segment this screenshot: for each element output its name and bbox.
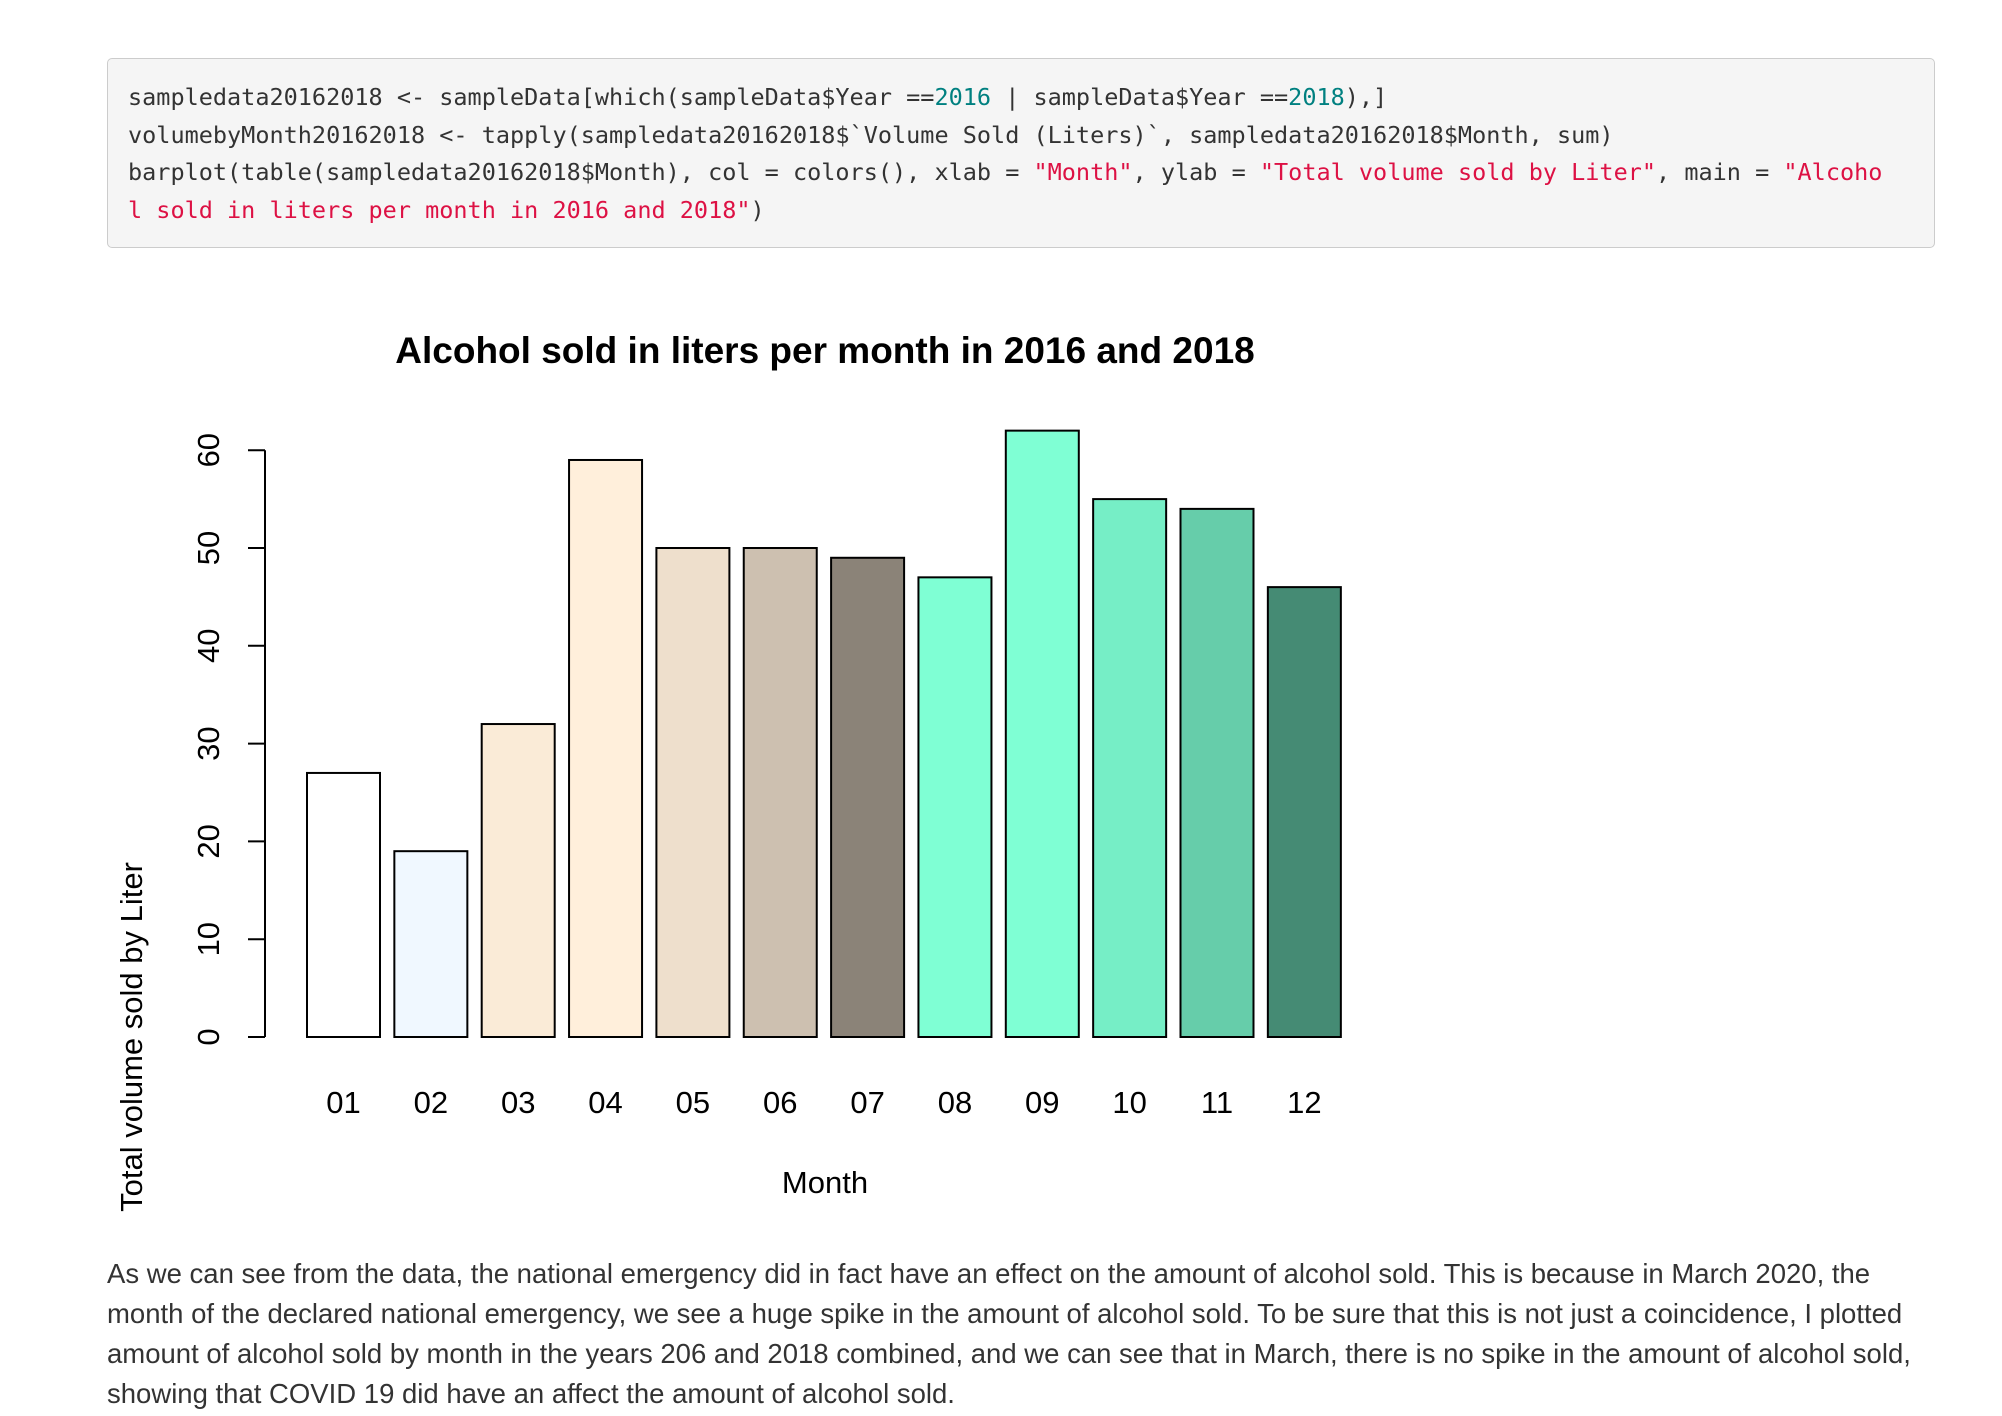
y-tick-label: 50	[191, 531, 226, 565]
x-tick-label: 05	[676, 1085, 710, 1120]
code-text: | sampleData$Year ==	[991, 83, 1289, 111]
code-text: barplot(table(sampledata20162018$Month),…	[128, 158, 1034, 186]
y-tick-label: 10	[191, 922, 226, 956]
x-tick-label: 07	[850, 1085, 884, 1120]
code-text: )	[750, 195, 765, 224]
x-tick-label: 01	[326, 1085, 360, 1120]
code-number: 2016	[934, 83, 992, 111]
x-tick-label: 08	[938, 1085, 972, 1120]
code-string: l sold in liters per month in 2016 and 2…	[128, 195, 751, 224]
x-tick-labels: 01 02 03 04 05 06 07 08 09 10 11 12	[326, 1085, 1321, 1120]
x-tick-label: 04	[588, 1085, 622, 1120]
code-string: "Total volume sold by Liter"	[1259, 158, 1657, 186]
x-tick-label: 11	[1201, 1085, 1233, 1120]
x-axis-label: Month	[782, 1165, 868, 1200]
y-tick-label: 40	[191, 629, 226, 663]
code-string: "Alcoho	[1783, 158, 1883, 186]
code-text: , main =	[1656, 158, 1784, 186]
body-paragraph: As we can see from the data, the nationa…	[107, 1258, 1911, 1409]
x-tick-label: 03	[501, 1085, 535, 1120]
code-line-1: sampledata20162018 <- sampleData[which(s…	[128, 79, 1914, 117]
y-axis: 0 10 20 30 40 50 60	[191, 433, 266, 1046]
bar-chart: Alcohol sold in liters per month in 2016…	[114, 330, 1342, 1212]
x-tick-label: 02	[414, 1085, 448, 1120]
y-tick-label: 60	[191, 433, 226, 467]
bar-11	[1179, 507, 1255, 1038]
code-line-2: volumebyMonth20162018 <- tapply(sampleda…	[128, 117, 1914, 155]
bar-02	[393, 850, 469, 1038]
bar-06	[742, 547, 818, 1038]
y-tick-label: 30	[191, 726, 226, 760]
code-line-4: l sold in liters per month in 2016 and 2…	[128, 192, 1914, 230]
x-tick-label: 09	[1025, 1085, 1059, 1120]
y-tick-label: 20	[191, 824, 226, 858]
bar-08	[917, 576, 993, 1038]
code-number: 2018	[1288, 83, 1345, 111]
y-axis-label: Total volume sold by Liter	[114, 862, 149, 1212]
x-tick-label: 12	[1287, 1085, 1321, 1120]
code-line-3: barplot(table(sampledata20162018$Month),…	[128, 154, 1914, 192]
code-block: sampledata20162018 <- sampleData[which(s…	[107, 58, 1935, 248]
code-string: "Month"	[1033, 158, 1133, 186]
code-text: sampledata20162018 <- sampleData[which(s…	[128, 83, 935, 111]
x-tick-label: 06	[763, 1085, 797, 1120]
bar-05	[655, 547, 731, 1038]
bar-12	[1266, 586, 1342, 1038]
bar-04	[568, 458, 644, 1039]
chart-title: Alcohol sold in liters per month in 2016…	[395, 330, 1254, 371]
bar-07	[830, 556, 906, 1038]
code-text: , ylab =	[1132, 158, 1260, 186]
bar-09	[1004, 429, 1080, 1038]
bar-03	[480, 723, 556, 1038]
y-tick-label: 0	[191, 1028, 226, 1045]
code-text: ),]	[1344, 83, 1388, 111]
code-text: volumebyMonth20162018 <- tapply(sampleda…	[128, 120, 1614, 149]
bar-chart-figure: Alcohol sold in liters per month in 2016…	[0, 300, 1400, 1225]
bar-10	[1092, 498, 1168, 1039]
bar-01	[306, 771, 381, 1038]
bars	[306, 429, 1342, 1039]
x-tick-label: 10	[1112, 1085, 1146, 1120]
